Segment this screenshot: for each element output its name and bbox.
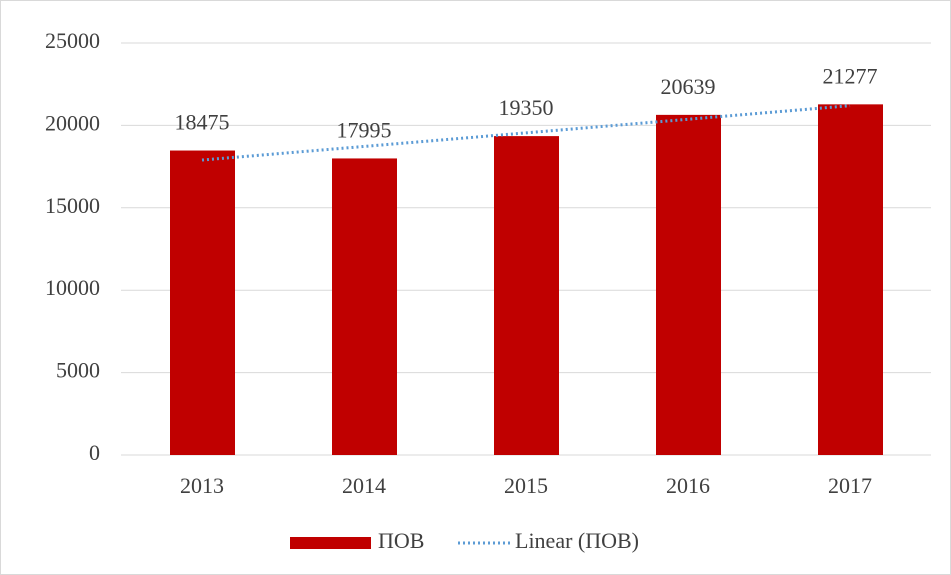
y-tick-label: 20000	[45, 110, 100, 135]
x-tick-label: 2017	[828, 473, 872, 498]
y-tick-label: 0	[89, 440, 100, 465]
trendline	[201, 104, 851, 162]
y-tick-label: 10000	[45, 275, 100, 300]
y-tick-label: 5000	[56, 358, 100, 383]
bar	[818, 104, 883, 455]
y-tick-label: 15000	[45, 193, 100, 218]
legend-label: ПОВ	[378, 528, 424, 553]
data-label: 19350	[499, 95, 554, 120]
x-tick-label: 2015	[504, 473, 548, 498]
legend-swatch	[290, 537, 371, 549]
data-label: 20639	[661, 74, 716, 99]
bar	[332, 158, 397, 456]
data-label: 17995	[337, 117, 392, 142]
bar	[656, 114, 721, 456]
bar	[170, 150, 235, 456]
data-label: 18475	[175, 110, 230, 135]
bar	[494, 136, 559, 455]
y-tick-label: 25000	[45, 28, 100, 53]
x-tick-label: 2016	[666, 473, 710, 498]
x-tick-label: 2013	[180, 473, 224, 498]
x-tick-label: 2014	[342, 473, 386, 498]
legend-label: Linear (ПОВ)	[515, 528, 639, 553]
data-label: 21277	[823, 63, 878, 88]
